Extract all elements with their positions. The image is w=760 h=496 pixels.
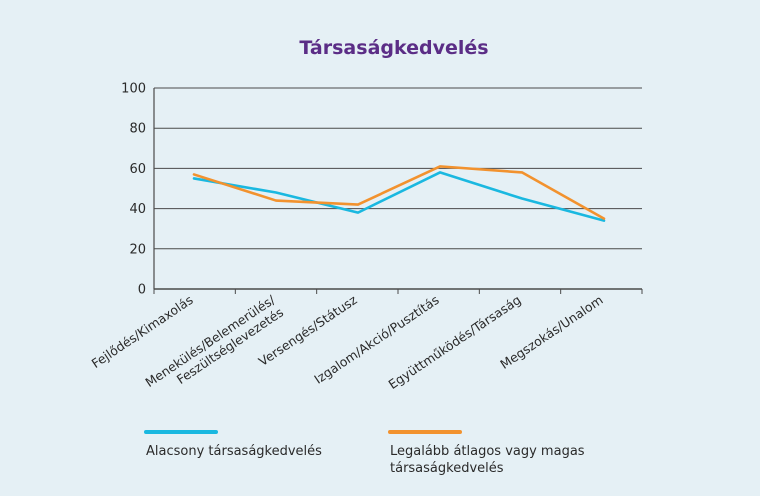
y-tick-label: 60 xyxy=(129,162,146,177)
y-tick-label: 80 xyxy=(129,122,146,137)
y-tick-label: 40 xyxy=(129,202,146,217)
y-axis-ticks: 0 20 40 60 80 100 xyxy=(121,82,146,298)
y-tick-label: 20 xyxy=(129,242,146,257)
grid-layer xyxy=(153,87,643,294)
x-tick-label: Együttműködés/Társaság xyxy=(386,292,524,392)
chart-title: Társaságkedvelés xyxy=(299,37,488,59)
legend-label: Alacsony társaságkedvelés xyxy=(146,444,322,459)
legend: Alacsony társaságkedvelés Legalább átlago… xyxy=(144,430,585,476)
legend-label: Legalább átlagos vagy magas társaságkedve… xyxy=(390,444,585,476)
series-line-high xyxy=(192,165,606,220)
series-line-low xyxy=(192,171,606,222)
x-axis-ticks: Fejlődés/KimaxolásMenekülés/Belemerülés/… xyxy=(89,292,606,392)
y-tick-label: 0 xyxy=(138,283,146,298)
series-layer xyxy=(192,165,606,222)
y-tick-label: 100 xyxy=(121,82,146,97)
